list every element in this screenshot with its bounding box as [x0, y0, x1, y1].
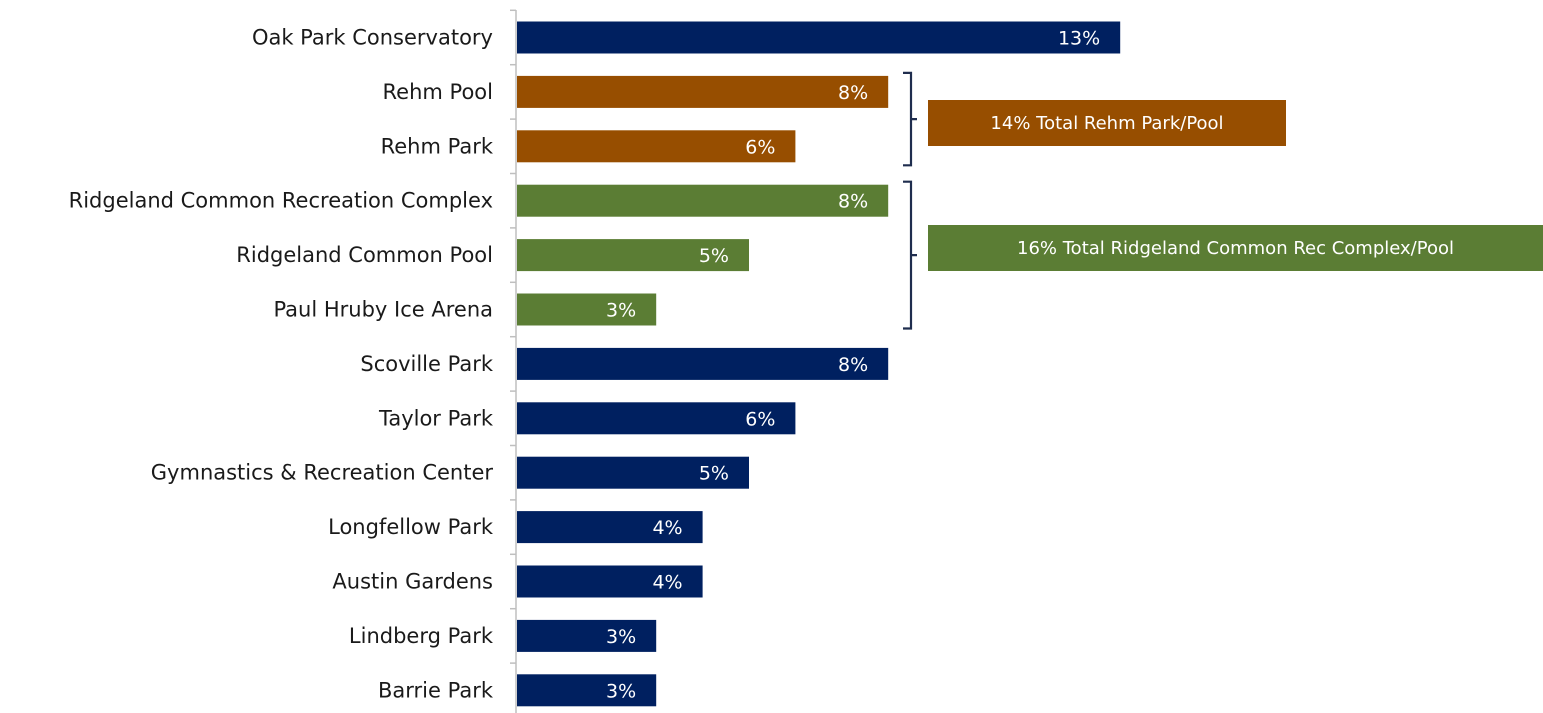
- data-label: 5%: [699, 245, 729, 267]
- category-label: Austin Gardens: [332, 570, 493, 594]
- category-label: Taylor Park: [378, 406, 494, 430]
- data-label: 5%: [699, 463, 729, 485]
- bar: [517, 674, 657, 707]
- bar: [517, 130, 796, 163]
- category-label: Rehm Park: [381, 134, 494, 158]
- bar: [517, 511, 703, 544]
- bars-layer: [517, 21, 1121, 707]
- group-total-box: [928, 225, 1543, 271]
- data-label: 13%: [1058, 28, 1100, 50]
- category-label: Gymnastics & Recreation Center: [151, 461, 494, 485]
- bar: [517, 184, 889, 217]
- category-label: Ridgeland Common Recreation Complex: [69, 189, 493, 213]
- category-label: Ridgeland Common Pool: [236, 243, 493, 267]
- data-label: 8%: [838, 354, 868, 376]
- bar: [517, 293, 657, 326]
- data-label: 3%: [606, 680, 636, 702]
- axis-layer: [510, 9, 517, 713]
- data-label: 3%: [606, 626, 636, 648]
- category-label: Barrie Park: [378, 678, 494, 702]
- bar: [517, 565, 703, 598]
- data-label: 4%: [652, 572, 682, 594]
- group-annotations: 14% Total Rehm Park/Pool 16% Total Ridgel…: [903, 71, 1543, 330]
- category-label: Oak Park Conservatory: [252, 26, 493, 50]
- data-label: 8%: [838, 82, 868, 104]
- bar: [517, 239, 749, 272]
- group-bracket: [903, 71, 917, 167]
- data-label: 6%: [745, 136, 775, 158]
- category-label: Rehm Pool: [383, 80, 493, 104]
- data-label: 3%: [606, 300, 636, 322]
- value-labels: 13% 8% 6% 8% 5% 3% 8% 6% 5% 4% 4% 3% 3%: [606, 28, 1100, 703]
- bar: [517, 75, 889, 108]
- group-total-label: 16% Total Ridgeland Common Rec Complex/P…: [1017, 238, 1454, 259]
- data-label: 8%: [838, 191, 868, 213]
- bar: [517, 347, 889, 380]
- bar: [517, 619, 657, 652]
- category-label: Lindberg Park: [349, 624, 494, 648]
- category-label: Paul Hruby Ice Arena: [273, 298, 493, 322]
- category-labels: Oak Park Conservatory Rehm Pool Rehm Park R…: [69, 26, 494, 703]
- group-bracket: [903, 180, 917, 330]
- bar: [517, 21, 1121, 54]
- data-label: 6%: [745, 408, 775, 430]
- category-label: Scoville Park: [360, 352, 493, 376]
- data-label: 4%: [652, 517, 682, 539]
- category-label: Longfellow Park: [328, 515, 494, 539]
- group-total-box: [928, 100, 1286, 146]
- bar: [517, 402, 796, 435]
- group-total-label: 14% Total Rehm Park/Pool: [990, 113, 1223, 134]
- bar: [517, 456, 749, 489]
